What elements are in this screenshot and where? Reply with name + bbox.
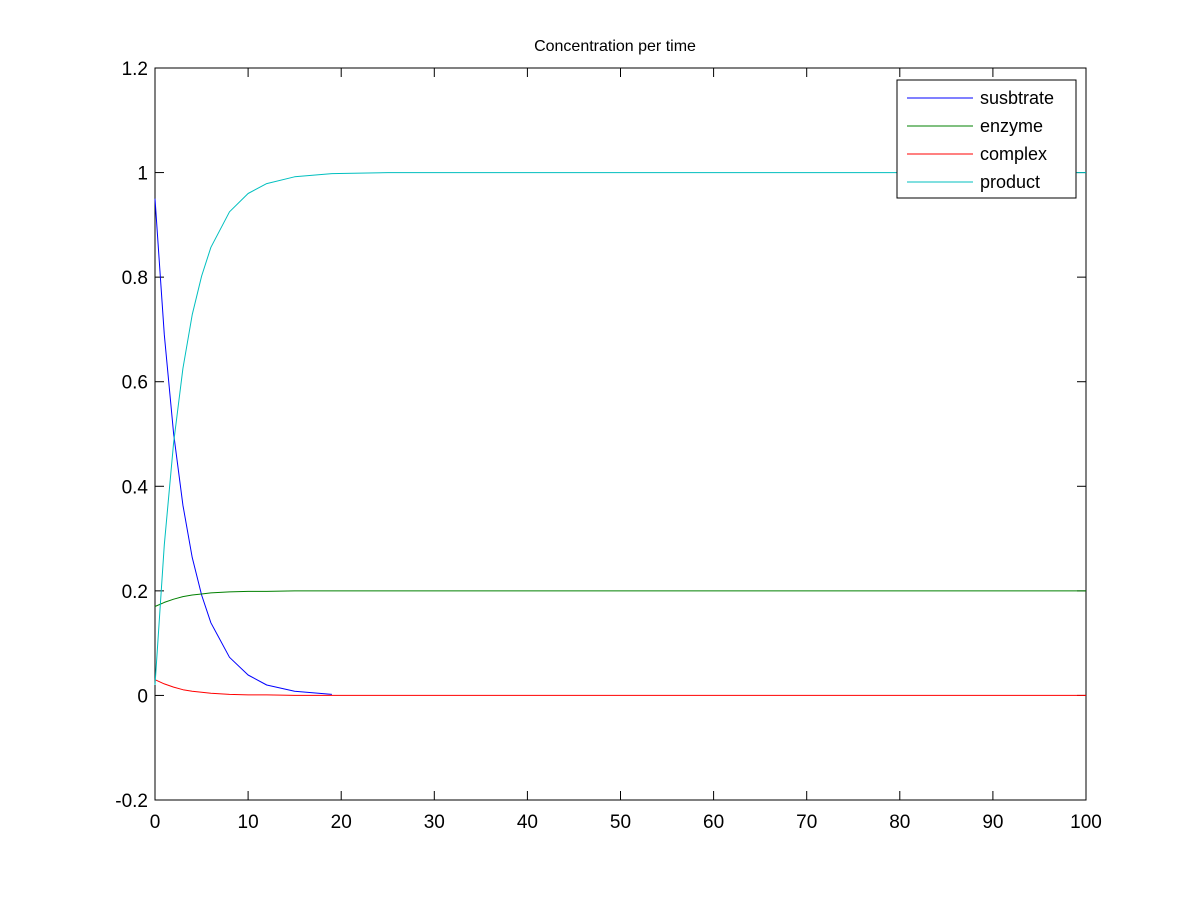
y-tick-label: 0.4 xyxy=(122,477,149,498)
x-tick-label: 70 xyxy=(796,812,817,833)
series-line-product xyxy=(154,172,1086,686)
series-line-complex xyxy=(154,679,1086,696)
x-tick-label: 90 xyxy=(982,812,1003,833)
legend-label: enzyme xyxy=(980,116,1043,136)
y-tick-label: 0.6 xyxy=(122,373,148,394)
series-line-enzyme xyxy=(154,590,1086,607)
x-tick-label: 40 xyxy=(517,812,538,833)
y-tick-label: -0.2 xyxy=(115,791,148,812)
x-tick-label: 20 xyxy=(331,812,352,833)
y-tick-label: 1.2 xyxy=(122,59,148,80)
x-tick-label: 10 xyxy=(238,812,259,833)
legend-label: susbtrate xyxy=(980,88,1054,108)
y-tick-label: 0.8 xyxy=(122,268,148,289)
x-tick-label: 0 xyxy=(150,812,161,833)
legend-box xyxy=(896,79,1077,199)
x-tick-label: 100 xyxy=(1070,812,1102,833)
x-tick-label: 50 xyxy=(610,812,631,833)
x-tick-label: 80 xyxy=(889,812,910,833)
y-tick-label: 1 xyxy=(137,164,148,185)
x-tick-label: 30 xyxy=(424,812,445,833)
series-line-susbtrate xyxy=(154,198,332,695)
y-tick-label: 0 xyxy=(137,686,148,707)
x-tick-label: 60 xyxy=(703,812,724,833)
legend-label: complex xyxy=(980,144,1047,164)
y-tick-label: 0.2 xyxy=(122,582,148,603)
chart-title: Concentration per time xyxy=(534,38,696,55)
legend-label: product xyxy=(980,172,1040,192)
legend: susbtrate enzyme complex product xyxy=(896,79,1077,199)
